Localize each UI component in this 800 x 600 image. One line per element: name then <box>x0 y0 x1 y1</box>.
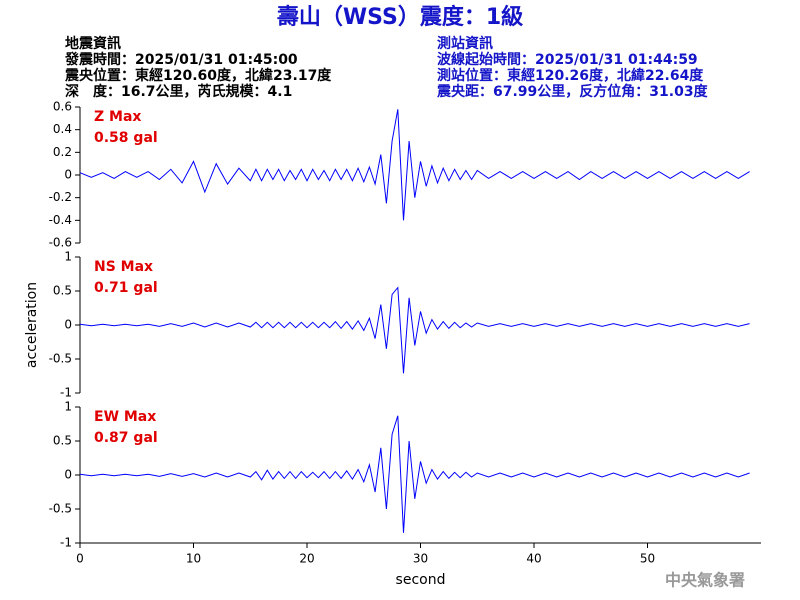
y-tick-label: -1 <box>60 386 72 400</box>
y-axis-label: acceleration <box>24 282 40 368</box>
x-tick-label: 10 <box>186 552 201 566</box>
y-tick-label: 0 <box>64 318 72 332</box>
x-tick-label: 0 <box>76 552 84 566</box>
max-value: 0.87 gal <box>94 430 158 446</box>
info-line: 震央位置：東經120.60度，北緯23.17度 <box>64 67 332 84</box>
waveform <box>79 109 750 221</box>
y-tick-label: 0.5 <box>53 434 72 448</box>
y-tick-label: -0.4 <box>49 213 72 227</box>
footer: 中央氣象署 <box>665 571 745 590</box>
waveform <box>79 415 750 533</box>
y-tick-label: -0.5 <box>49 352 72 366</box>
max-label: EW Max <box>94 409 156 425</box>
y-tick-label: 0.6 <box>53 100 72 114</box>
y-tick-label: 0 <box>64 468 72 482</box>
max-value: 0.71 gal <box>94 280 158 296</box>
info-line: 地震資訊 <box>65 35 121 52</box>
y-tick-label: 0.4 <box>53 122 72 136</box>
y-tick-label: -0.6 <box>49 236 72 250</box>
max-label: Z Max <box>94 109 141 125</box>
info-line: 震央距：67.99公里，反方位角：31.03度 <box>436 83 709 100</box>
y-tick-label: 0 <box>64 168 72 182</box>
chart-title: 壽山（WSS）震度：1級 <box>277 4 523 30</box>
info-line: 深 度：16.7公里，芮氏規模：4.1 <box>65 83 292 100</box>
x-tick-label: 40 <box>526 552 541 566</box>
x-tick-label: 30 <box>413 552 428 566</box>
y-tick-label: 0.5 <box>53 284 72 298</box>
y-tick-label: -0.2 <box>49 190 72 204</box>
x-tick-label: 20 <box>299 552 314 566</box>
x-axis-label: second <box>396 572 446 588</box>
y-tick-label: -1 <box>60 536 72 550</box>
info-line: 測站位置：東經120.26度，北緯22.64度 <box>437 67 704 84</box>
info-line: 發震時間：2025/01/31 01:45:00 <box>64 51 298 68</box>
y-tick-label: -0.5 <box>49 502 72 516</box>
y-tick-label: 0.2 <box>53 145 72 159</box>
max-value: 0.58 gal <box>94 130 158 146</box>
x-tick-label: 50 <box>640 552 655 566</box>
y-tick-label: 1 <box>64 400 72 414</box>
info-line: 測站資訊 <box>437 35 493 52</box>
info-line: 波線起始時間：2025/01/31 01:44:59 <box>437 51 698 68</box>
y-tick-label: 1 <box>64 250 72 264</box>
max-label: NS Max <box>94 259 153 275</box>
waveform <box>79 286 750 374</box>
